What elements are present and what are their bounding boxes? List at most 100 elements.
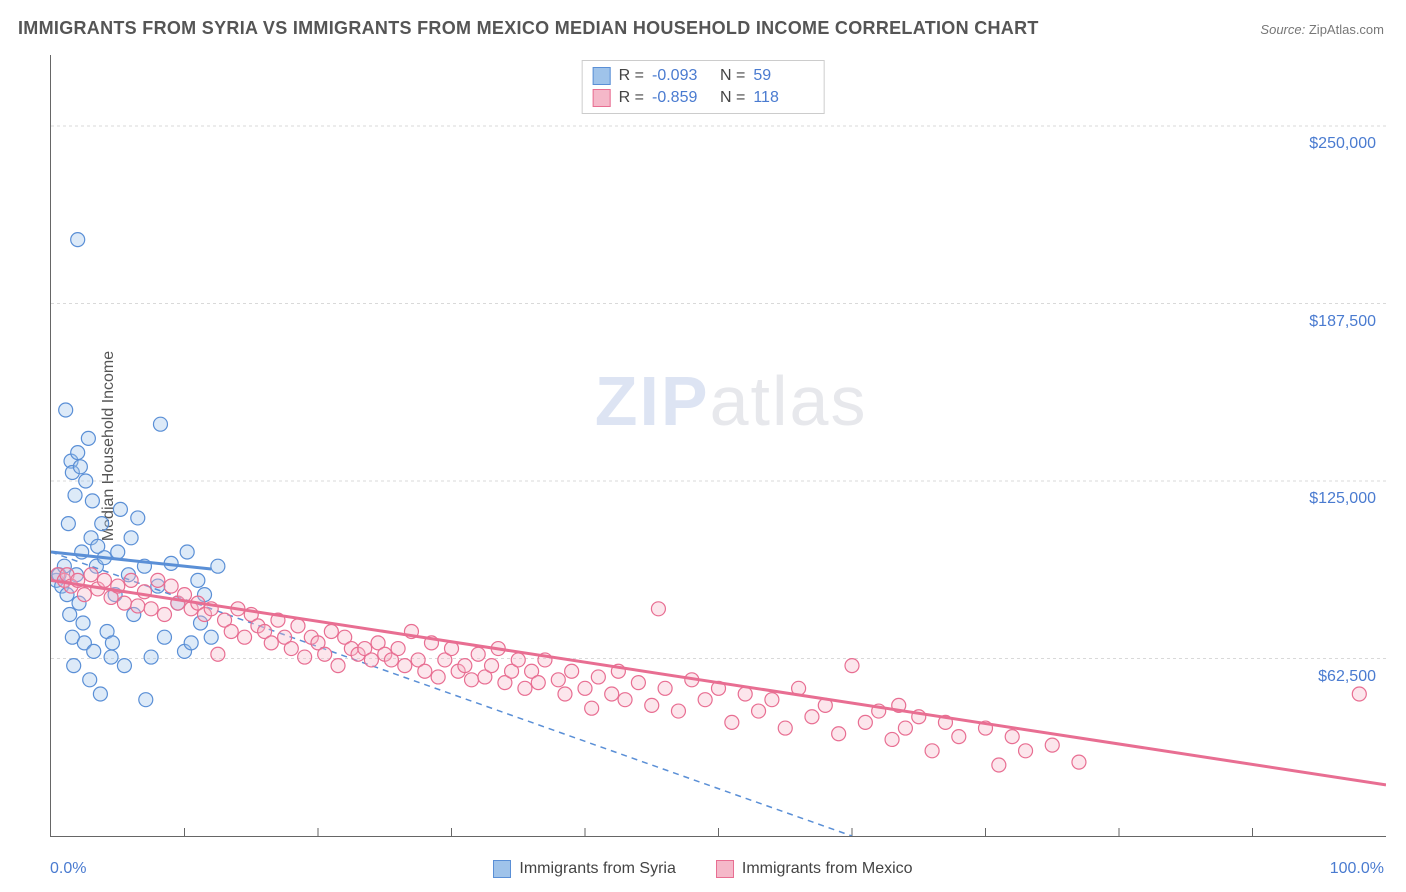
scatter-svg	[51, 55, 1386, 836]
scatter-point	[1019, 744, 1033, 758]
scatter-point	[631, 676, 645, 690]
scatter-point	[157, 607, 171, 621]
scatter-point	[1005, 730, 1019, 744]
scatter-point	[431, 670, 445, 684]
y-tick-label: $250,000	[1309, 135, 1376, 153]
scatter-point	[391, 642, 405, 656]
scatter-point	[104, 650, 118, 664]
scatter-point	[84, 568, 98, 582]
scatter-point	[558, 687, 572, 701]
scatter-point	[79, 474, 93, 488]
scatter-point	[211, 559, 225, 573]
stat-n-value: 59	[753, 65, 813, 87]
stat-r-label: R =	[619, 65, 644, 87]
scatter-point	[1352, 687, 1366, 701]
bottom-legend: Immigrants from Syria Immigrants from Mex…	[0, 860, 1406, 878]
scatter-point	[398, 659, 412, 673]
scatter-point	[845, 659, 859, 673]
scatter-point	[71, 233, 85, 247]
scatter-point	[925, 744, 939, 758]
scatter-point	[1072, 755, 1086, 769]
scatter-point	[204, 630, 218, 644]
legend-label: Immigrants from Syria	[519, 860, 675, 878]
stats-legend-box: R = -0.093 N = 59R = -0.859 N = 118	[582, 60, 825, 114]
scatter-point	[298, 650, 312, 664]
scatter-point	[61, 517, 75, 531]
scatter-point	[211, 647, 225, 661]
scatter-point	[139, 693, 153, 707]
scatter-point	[238, 630, 252, 644]
scatter-point	[471, 647, 485, 661]
scatter-point	[591, 670, 605, 684]
scatter-point	[87, 644, 101, 658]
scatter-point	[95, 517, 109, 531]
source-text: ZipAtlas.com	[1309, 22, 1384, 37]
scatter-point	[885, 732, 899, 746]
scatter-point	[518, 681, 532, 695]
scatter-point	[765, 693, 779, 707]
scatter-point	[77, 588, 91, 602]
scatter-point	[97, 573, 111, 587]
y-tick-label: $187,500	[1309, 313, 1376, 331]
stat-r-value: -0.093	[652, 65, 712, 87]
scatter-point	[605, 687, 619, 701]
scatter-point	[858, 715, 872, 729]
scatter-point	[180, 545, 194, 559]
scatter-point	[618, 693, 632, 707]
stat-r-value: -0.859	[652, 87, 712, 109]
legend-swatch	[593, 89, 611, 107]
scatter-point	[418, 664, 432, 678]
scatter-point	[117, 659, 131, 673]
scatter-point	[898, 721, 912, 735]
scatter-point	[364, 653, 378, 667]
scatter-point	[76, 616, 90, 630]
scatter-point	[264, 636, 278, 650]
scatter-point	[585, 701, 599, 715]
scatter-point	[71, 446, 85, 460]
scatter-point	[68, 488, 82, 502]
scatter-point	[551, 673, 565, 687]
scatter-point	[151, 573, 165, 587]
scatter-point	[485, 659, 499, 673]
scatter-point	[184, 636, 198, 650]
scatter-point	[83, 673, 97, 687]
scatter-point	[67, 659, 81, 673]
scatter-point	[578, 681, 592, 695]
scatter-point	[658, 681, 672, 695]
plot-area	[50, 55, 1386, 837]
scatter-point	[805, 710, 819, 724]
scatter-point	[324, 625, 338, 639]
scatter-point	[284, 642, 298, 656]
source-label: Source:	[1260, 22, 1305, 37]
scatter-point	[144, 650, 158, 664]
legend-item: Immigrants from Syria	[493, 860, 675, 878]
stat-n-value: 118	[753, 87, 813, 109]
stat-n-label: N =	[720, 87, 745, 109]
scatter-point	[645, 698, 659, 712]
scatter-point	[153, 417, 167, 431]
scatter-point	[651, 602, 665, 616]
scatter-point	[725, 715, 739, 729]
chart-title: IMMIGRANTS FROM SYRIA VS IMMIGRANTS FROM…	[18, 18, 1039, 39]
scatter-point	[952, 730, 966, 744]
scatter-point	[63, 607, 77, 621]
stats-row: R =-0.093N =59	[593, 65, 814, 87]
scatter-point	[224, 625, 238, 639]
y-tick-label: $62,500	[1318, 668, 1376, 686]
stat-r-label: R =	[619, 87, 644, 109]
legend-swatch	[716, 860, 734, 878]
scatter-point	[73, 460, 87, 474]
scatter-point	[85, 494, 99, 508]
scatter-point	[124, 531, 138, 545]
trendline-dashed	[51, 552, 852, 836]
trendline	[51, 580, 1386, 784]
legend-label: Immigrants from Mexico	[742, 860, 913, 878]
scatter-point	[113, 502, 127, 516]
scatter-point	[331, 659, 345, 673]
scatter-point	[511, 653, 525, 667]
scatter-point	[778, 721, 792, 735]
scatter-point	[318, 647, 332, 661]
scatter-point	[671, 704, 685, 718]
scatter-point	[832, 727, 846, 741]
stats-row: R = -0.859 N = 118	[593, 87, 814, 109]
